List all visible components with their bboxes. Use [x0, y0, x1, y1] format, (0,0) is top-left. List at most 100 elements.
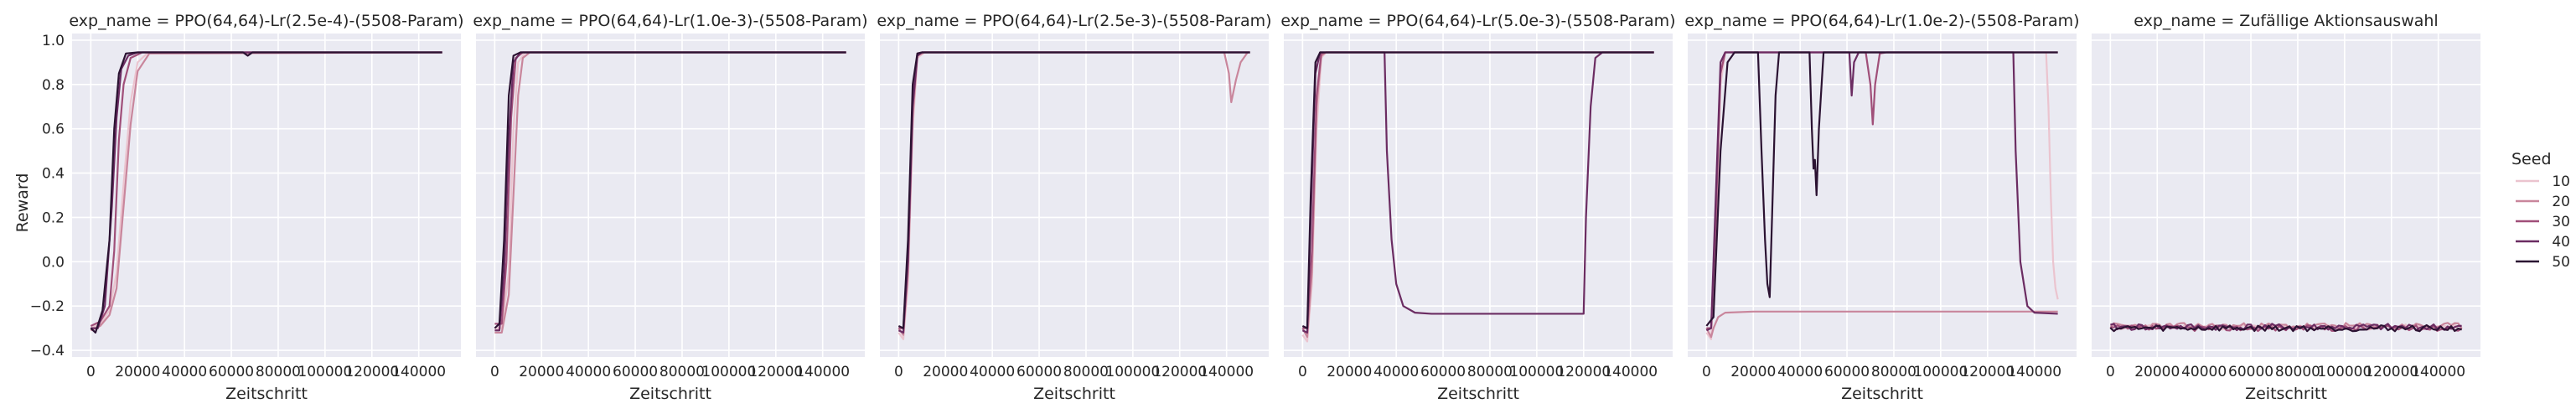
x-tick-label: 60000 — [1420, 364, 1466, 380]
series-group — [1705, 51, 2059, 340]
plot-background — [2092, 34, 2480, 357]
legend-label-30: 30 — [2552, 214, 2570, 230]
plot-background — [1688, 34, 2077, 357]
x-tick-label: 20000 — [1730, 364, 1776, 380]
x-tick-label: 40000 — [1777, 364, 1823, 380]
x-tick-label: 140000 — [1199, 364, 1254, 380]
x-tick-label: 60000 — [209, 364, 254, 380]
x-tick-label: 120000 — [1152, 364, 1207, 380]
plot-background — [476, 34, 865, 357]
panels: 0 20000 40000 60000 80000100000120000140000−… — [30, 12, 2480, 403]
x-tick-label: 0 — [86, 364, 96, 380]
x-tick-label: 60000 — [1016, 364, 1062, 380]
series-group — [2109, 322, 2463, 333]
panel-title: exp_name = PPO(64,64)-Lr(5.0e-3)-(5508-P… — [1280, 12, 1675, 30]
series-line-50 — [2109, 323, 2462, 333]
x-tick-label: 60000 — [613, 364, 658, 380]
series-group — [897, 51, 1250, 340]
x-tick-label: 80000 — [256, 364, 301, 380]
y-tick-label: 0.6 — [42, 122, 65, 138]
x-tick-label: 80000 — [1871, 364, 1916, 380]
series-line-50 — [1705, 51, 2058, 327]
panel-title: exp_name = PPO(64,64)-Lr(2.5e-4)-(5508-P… — [69, 12, 463, 30]
plot-background — [880, 34, 1269, 357]
series-line-50 — [1301, 51, 1654, 329]
y-tick-label: 0.2 — [42, 210, 65, 226]
panel-title: exp_name = Zufällige Aktionsauswahl — [2134, 12, 2438, 30]
x-tick-label: 0 — [490, 364, 499, 380]
x-tick-label: 40000 — [2181, 364, 2227, 380]
panel-title: exp_name = PPO(64,64)-Lr(1.0e-3)-(5508-P… — [473, 12, 867, 30]
x-tick-label: 120000 — [748, 364, 803, 380]
x-tick-label: 120000 — [344, 364, 399, 380]
y-tick-label: 0.0 — [42, 254, 65, 271]
x-axis-label: Zeitschritt — [1841, 385, 1923, 403]
x-tick-label: 0 — [894, 364, 903, 380]
x-tick-label: 20000 — [115, 364, 160, 380]
x-axis-label: Zeitschritt — [2245, 385, 2327, 403]
series-group — [1301, 51, 1654, 343]
y-tick-label: −0.2 — [30, 298, 65, 315]
x-tick-label: 120000 — [2364, 364, 2418, 380]
x-tick-label: 0 — [1702, 364, 1711, 380]
x-tick-label: 100000 — [1913, 364, 1968, 380]
legend-label-20: 20 — [2552, 194, 2570, 210]
x-tick-label: 60000 — [1824, 364, 1870, 380]
series-line-50 — [90, 51, 442, 334]
legend-title: Seed — [2511, 150, 2552, 168]
x-tick-label: 100000 — [1105, 364, 1160, 380]
x-tick-label: 100000 — [1509, 364, 1564, 380]
x-tick-label: 20000 — [923, 364, 968, 380]
x-tick-label: 100000 — [701, 364, 756, 380]
x-tick-label: 100000 — [297, 364, 352, 380]
x-tick-label: 40000 — [566, 364, 611, 380]
x-tick-label: 0 — [2106, 364, 2115, 380]
x-tick-label: 140000 — [391, 364, 446, 380]
series-line-20 — [1705, 310, 2058, 339]
series-group — [494, 51, 846, 334]
x-axis-label: Zeitschritt — [225, 385, 308, 403]
x-tick-label: 100000 — [2317, 364, 2372, 380]
panel-title: exp_name = PPO(64,64)-Lr(1.0e-2)-(5508-P… — [1684, 12, 2079, 30]
y-tick-label: 1.0 — [42, 33, 65, 49]
x-tick-label: 120000 — [1960, 364, 2015, 380]
x-tick-label: 80000 — [2275, 364, 2320, 380]
series-line-20 — [2109, 322, 2463, 330]
x-axis-label: Zeitschritt — [629, 385, 711, 403]
x-tick-label: 140000 — [795, 364, 850, 380]
series-line-20 — [494, 51, 846, 334]
x-tick-label: 140000 — [1603, 364, 1658, 380]
series-line-50 — [494, 51, 846, 329]
series-line-30 — [90, 51, 442, 327]
y-tick-label: 0.8 — [42, 77, 65, 94]
legend: Seed 10 20 30 40 50 — [2511, 150, 2570, 271]
x-tick-label: 120000 — [1556, 364, 1611, 380]
series-line-10 — [90, 51, 442, 329]
x-tick-label: 140000 — [2007, 364, 2061, 380]
x-tick-label: 80000 — [660, 364, 705, 380]
y-axis-label: Reward — [13, 173, 32, 233]
y-tick-label: 0.4 — [42, 166, 65, 183]
x-axis-label: Zeitschritt — [1437, 385, 1519, 403]
legend-label-10: 10 — [2552, 173, 2570, 190]
plot-background — [1284, 34, 1673, 357]
x-tick-label: 40000 — [1373, 364, 1419, 380]
series-line-50 — [897, 51, 1250, 329]
panel-title: exp_name = PPO(64,64)-Lr(2.5e-3)-(5508-P… — [877, 12, 1271, 30]
x-tick-label: 20000 — [2134, 364, 2180, 380]
series-group — [90, 51, 442, 334]
x-tick-label: 140000 — [2411, 364, 2465, 380]
series-line-40 — [1705, 51, 2058, 332]
x-tick-label: 40000 — [970, 364, 1015, 380]
x-tick-label: 0 — [1298, 364, 1307, 380]
x-tick-label: 80000 — [1063, 364, 1109, 380]
x-axis-label: Zeitschritt — [1033, 385, 1115, 403]
y-tick-label: −0.4 — [30, 343, 65, 360]
